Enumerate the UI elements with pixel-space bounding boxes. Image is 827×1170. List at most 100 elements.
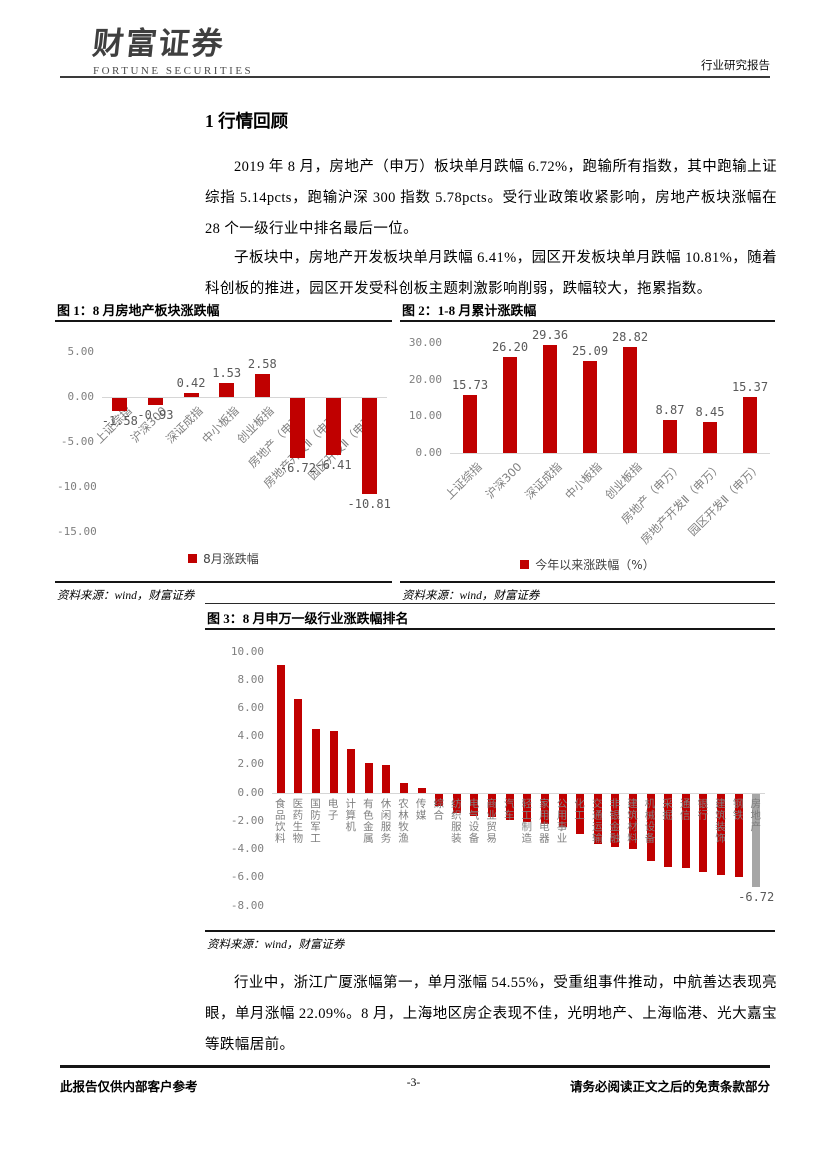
x-axis-label: 计算机 xyxy=(344,797,357,833)
data-label: 1.53 xyxy=(212,366,242,381)
x-axis-label: 上证综指 xyxy=(442,459,485,503)
data-label: -6.72 xyxy=(279,460,316,475)
x-axis-label: 有色金属 xyxy=(361,797,374,844)
bar xyxy=(743,396,757,453)
figure-1-title-rule xyxy=(55,320,392,322)
bar xyxy=(699,792,708,872)
x-axis-label: 中小板指 xyxy=(198,403,242,447)
bar xyxy=(219,383,235,397)
x-axis-label: 轻工制造 xyxy=(520,797,533,844)
bar xyxy=(364,763,373,793)
bar xyxy=(593,792,602,845)
figure-3-source: 资料来源：wind，财富证券 xyxy=(207,939,345,951)
x-axis-label: 交通运输 xyxy=(590,797,603,844)
legend-swatch-red xyxy=(188,554,198,563)
data-label: 28.82 xyxy=(611,330,649,345)
y-axis-tick: -6.00 xyxy=(230,870,264,884)
x-axis-label: 沪深300 xyxy=(482,459,525,502)
bar xyxy=(664,792,673,867)
bar xyxy=(681,792,690,869)
figure-3-title: 图 3：8 月申万一级行业涨跌幅排名 xyxy=(207,611,409,626)
figure-2-legend-label: 今年以来涨跌幅（%） xyxy=(535,558,655,572)
footer-left-note: 此报告仅供内部客户参考 xyxy=(60,1080,198,1094)
bar xyxy=(488,792,497,818)
x-axis-label: 商业贸易 xyxy=(485,797,498,844)
y-axis-tick: -10.00 xyxy=(57,480,97,494)
bar xyxy=(463,395,477,453)
x-axis-label: 园区开发Ⅱ（申万） xyxy=(685,459,765,539)
data-label: -1.58 xyxy=(101,414,138,429)
data-label: 25.09 xyxy=(571,344,609,359)
figure-2-title: 图 2：1-8 月累计涨跌幅 xyxy=(402,303,537,318)
bar xyxy=(435,792,444,807)
x-axis-label: 建筑装饰 xyxy=(713,797,726,844)
x-axis-label: 医药生物 xyxy=(291,797,304,844)
y-axis-tick: 10.00 xyxy=(230,644,264,658)
bar xyxy=(558,792,567,828)
x-axis-label: 通信 xyxy=(678,797,691,821)
x-axis-label: 公用事业 xyxy=(555,797,568,844)
figure-3-top-rule xyxy=(205,603,775,604)
x-axis-label: 钢铁 xyxy=(731,797,744,821)
legend-swatch-red xyxy=(520,560,530,569)
data-label: 2.58 xyxy=(247,356,277,371)
x-axis-label: 机械设备 xyxy=(643,797,656,844)
x-axis-label: 深证成指 xyxy=(522,459,565,503)
bar xyxy=(703,422,717,453)
figure-1-bottom-rule xyxy=(55,581,392,583)
bar xyxy=(623,347,637,453)
y-axis-tick: -15.00 xyxy=(57,525,97,539)
bar xyxy=(347,748,356,793)
x-axis-label: 家用电器 xyxy=(537,797,550,844)
data-label: 26.20 xyxy=(491,339,529,354)
figure-1-source: 资料来源：wind，财富证券 xyxy=(57,590,195,602)
figure-1-legend: 8月涨跌幅 xyxy=(55,550,392,567)
bar xyxy=(276,665,285,793)
figure-2-title-rule xyxy=(400,320,775,322)
y-axis-tick: 0.00 xyxy=(415,446,443,459)
bar xyxy=(417,788,426,793)
data-label: 8.87 xyxy=(655,403,685,418)
figure-2-source: 资料来源：wind，财富证券 xyxy=(402,590,540,602)
figure-2: 图 2：1-8 月累计涨跌幅 30.00 20.00 10.00 0.00 上证综指 沪深… xyxy=(400,298,775,606)
logo-english: FORTUNE SECURITIES xyxy=(93,65,254,77)
x-axis-label: 传媒 xyxy=(414,797,427,821)
paragraph-3: 行业中，浙江广厦涨幅第一，单月涨幅 54.55%，受重组事件推动，中航善达表现亮… xyxy=(205,975,777,1053)
x-axis-label: 汽车 xyxy=(502,797,515,821)
bar xyxy=(628,792,637,850)
y-axis-tick: 2.00 xyxy=(237,757,265,771)
page-number: -3- xyxy=(406,1077,421,1089)
x-axis-label: 纺织服装 xyxy=(449,797,462,844)
data-label: 0.42 xyxy=(176,376,206,391)
paragraph-2: 子板块中，房地产开发板块单月跌幅 6.41%，园区开发板块单月跌幅 10.81%… xyxy=(205,250,777,297)
bar xyxy=(611,792,620,847)
x-axis-label: 国防军工 xyxy=(309,797,322,844)
y-axis-tick: 6.00 xyxy=(237,701,265,715)
y-axis-tick: -8.00 xyxy=(230,898,264,912)
data-label: 8.45 xyxy=(695,405,725,420)
y-axis-tick: 30.00 xyxy=(408,336,442,350)
y-axis-tick: -4.00 xyxy=(230,842,264,856)
y-axis-tick: 10.00 xyxy=(408,409,442,423)
bar xyxy=(326,397,342,455)
data-label: -6.41 xyxy=(315,457,352,472)
x-axis-label: 房地产 xyxy=(749,797,762,833)
y-axis-tick: 20.00 xyxy=(408,372,442,386)
figure-1-chart: 5.00 0.00 -5.00 -10.00 -15.00 上证综指 沪深300 深证成指 中小… xyxy=(57,343,391,551)
x-axis-line xyxy=(450,453,770,454)
figure-1: 图 1：8 月房地产板块涨跌幅 5.00 0.00 -5.00 -10.00 -15.0… xyxy=(55,298,392,606)
y-axis-tick: 0.00 xyxy=(237,785,265,799)
figure-3-chart: 10.00 8.00 6.00 4.00 2.00 0.00 -2.00 -4.00 -6.00… xyxy=(220,644,774,914)
x-axis-label: 综合 xyxy=(432,797,445,821)
bar xyxy=(540,792,549,824)
bar xyxy=(576,792,585,835)
bar xyxy=(254,373,270,397)
x-axis-label: 采掘 xyxy=(661,797,674,821)
bar xyxy=(646,792,655,862)
data-label: -10.81 xyxy=(347,497,391,512)
paragraph-1: 2019 年 8 月，房地产（申万）板块单月跌幅 6.72%，跑输所有指数，其中… xyxy=(205,159,777,237)
bar xyxy=(716,792,725,876)
bar xyxy=(183,393,199,398)
y-axis-tick: 4.00 xyxy=(237,729,265,743)
bar xyxy=(382,765,391,793)
